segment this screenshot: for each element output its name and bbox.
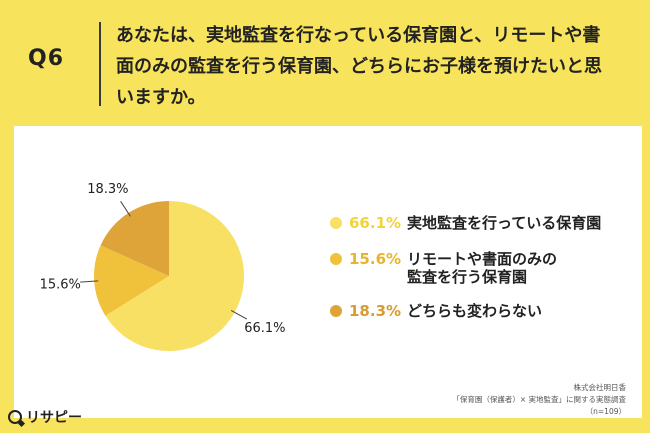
pie-chart: 66.1% 15.6% 18.3% (40, 182, 286, 351)
brand-logo: リサピー (8, 406, 82, 428)
pie-slice-no-difference (100, 201, 169, 276)
pie-slice-onsite (105, 201, 244, 351)
legend-dot-onsite (330, 217, 342, 229)
header-divider (99, 22, 101, 106)
source-note: 株式会社明日香 「保育園（保護者）× 実地監査」に関する実態調査 （n=109） (326, 382, 626, 418)
question-header: Q6 あなたは、実地監査を行なっている保育園と、リモートや書面のみの監査を行う保… (0, 0, 650, 124)
question-text: あなたは、実地監査を行なっている保育園と、リモートや書面のみの監査を行う保育園、… (116, 25, 602, 108)
pie-label-remote: 15.6% (40, 277, 81, 292)
legend-item-remote: 15.6% リモートや書面のみの 監査を行う保育園 (330, 248, 630, 286)
leader-line-onsite (230, 309, 248, 320)
source-survey: 「保育園（保護者）× 実地監査」に関する実態調査 (452, 395, 626, 404)
pie-label-no-difference: 18.3% (87, 182, 128, 197)
legend-dot-no-difference (330, 305, 342, 317)
legend-percent-no-difference: 18.3% (349, 302, 402, 320)
source-sample-size: （n=109） (585, 407, 626, 416)
logo-text: リサピー (26, 410, 82, 426)
legend-label-onsite: 実地監査を行っている保育園 (407, 214, 602, 232)
legend-dot-remote (330, 253, 342, 265)
leader-line-remote (80, 280, 99, 283)
question-number: Q6 (28, 46, 65, 71)
magnifier-icon (8, 410, 22, 424)
chart-legend: 66.1% 実地監査を行っている保育園 15.6% リモートや書面のみの 監査を… (330, 212, 630, 336)
source-company: 株式会社明日香 (573, 383, 627, 392)
legend-percent-remote: 15.6% (349, 250, 402, 268)
legend-item-no-difference: 18.3% どちらも変わらない (330, 300, 630, 322)
legend-label-remote: リモートや書面のみの 監査を行う保育園 (407, 250, 558, 286)
chart-panel: 66.1% 15.6% 18.3% 66.1% 実地監査を行っている保育園 15.6… (14, 126, 642, 418)
legend-item-onsite: 66.1% 実地監査を行っている保育園 (330, 212, 630, 234)
legend-percent-onsite: 66.1% (349, 214, 402, 232)
leader-line-no-difference (120, 201, 131, 217)
pie-label-onsite: 66.1% (244, 321, 285, 336)
legend-label-no-difference: どちらも変わらない (407, 302, 543, 320)
pie-slice-remote (93, 245, 169, 316)
